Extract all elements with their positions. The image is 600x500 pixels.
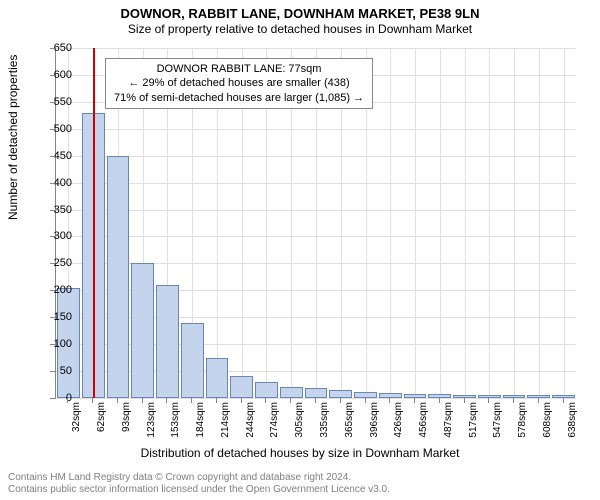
- y-tick-mark: [50, 263, 55, 264]
- y-tick-mark: [50, 210, 55, 211]
- y-tick-mark: [50, 183, 55, 184]
- y-tick-mark: [50, 344, 55, 345]
- histogram-bar: [527, 395, 550, 398]
- histogram-bar: [305, 388, 328, 398]
- histogram-bar: [329, 390, 352, 398]
- x-tick-label: 578sqm: [517, 402, 528, 438]
- x-tick-label: 244sqm: [245, 402, 256, 438]
- x-tick-mark: [92, 398, 93, 403]
- y-tick-mark: [50, 236, 55, 237]
- x-tick-mark: [67, 398, 68, 403]
- x-tick-mark: [414, 398, 415, 403]
- gridline-v: [539, 48, 540, 398]
- x-tick-label: 123sqm: [146, 402, 157, 438]
- gridline-v: [564, 48, 565, 398]
- gridline-v: [415, 48, 416, 398]
- x-tick-label: 153sqm: [170, 402, 181, 438]
- footer: Contains HM Land Registry data © Crown c…: [8, 472, 390, 496]
- histogram-bar: [107, 156, 130, 398]
- x-tick-label: 608sqm: [542, 402, 553, 438]
- histogram-bar: [428, 394, 451, 398]
- histogram-bar: [156, 285, 179, 398]
- annotation-line2: ← 29% of detached houses are smaller (43…: [114, 76, 364, 90]
- x-tick-mark: [265, 398, 266, 403]
- y-tick-mark: [50, 290, 55, 291]
- gridline-v: [514, 48, 515, 398]
- x-tick-label: 547sqm: [492, 402, 503, 438]
- x-tick-mark: [290, 398, 291, 403]
- x-tick-label: 335sqm: [319, 402, 330, 438]
- x-tick-mark: [142, 398, 143, 403]
- y-axis-label: Number of detached properties: [6, 55, 20, 220]
- histogram-bar: [255, 382, 278, 398]
- gridline-v: [489, 48, 490, 398]
- y-tick-mark: [50, 398, 55, 399]
- x-tick-mark: [488, 398, 489, 403]
- chart-container: DOWNOR, RABBIT LANE, DOWNHAM MARKET, PE3…: [0, 0, 600, 500]
- x-tick-mark: [340, 398, 341, 403]
- x-tick-mark: [563, 398, 564, 403]
- x-tick-mark: [439, 398, 440, 403]
- histogram-bar: [230, 376, 253, 398]
- gridline-v: [440, 48, 441, 398]
- y-tick-mark: [50, 371, 55, 372]
- annotation-line3: 71% of semi-detached houses are larger (…: [114, 91, 364, 105]
- x-tick-label: 93sqm: [121, 402, 132, 432]
- x-tick-mark: [464, 398, 465, 403]
- gridline-v: [390, 48, 391, 398]
- y-tick-mark: [50, 75, 55, 76]
- x-tick-label: 487sqm: [443, 402, 454, 438]
- x-tick-label: 517sqm: [468, 402, 479, 438]
- x-tick-label: 62sqm: [96, 402, 107, 432]
- chart-title: DOWNOR, RABBIT LANE, DOWNHAM MARKET, PE3…: [0, 0, 600, 21]
- y-tick-mark: [50, 156, 55, 157]
- histogram-bar: [354, 392, 377, 398]
- gridline-v: [465, 48, 466, 398]
- x-tick-label: 638sqm: [567, 402, 578, 438]
- x-tick-mark: [166, 398, 167, 403]
- x-tick-label: 274sqm: [269, 402, 280, 438]
- gridline-h: [56, 398, 576, 399]
- x-tick-mark: [117, 398, 118, 403]
- x-axis-label: Distribution of detached houses by size …: [0, 446, 600, 460]
- histogram-bar: [280, 387, 303, 398]
- y-tick-mark: [50, 317, 55, 318]
- reference-line: [93, 48, 95, 398]
- x-tick-label: 184sqm: [195, 402, 206, 438]
- histogram-bar: [181, 323, 204, 398]
- histogram-bar: [206, 358, 229, 398]
- x-tick-mark: [191, 398, 192, 403]
- y-tick-mark: [50, 102, 55, 103]
- x-tick-label: 396sqm: [369, 402, 380, 438]
- y-tick-mark: [50, 48, 55, 49]
- x-tick-mark: [365, 398, 366, 403]
- x-tick-mark: [389, 398, 390, 403]
- x-tick-label: 32sqm: [71, 402, 82, 432]
- x-tick-label: 456sqm: [418, 402, 429, 438]
- x-tick-mark: [538, 398, 539, 403]
- x-tick-mark: [513, 398, 514, 403]
- chart-subtitle: Size of property relative to detached ho…: [0, 21, 600, 36]
- x-tick-mark: [241, 398, 242, 403]
- x-tick-label: 305sqm: [294, 402, 305, 438]
- footer-line1: Contains HM Land Registry data © Crown c…: [8, 472, 390, 484]
- x-tick-label: 365sqm: [344, 402, 355, 438]
- x-tick-label: 214sqm: [220, 402, 231, 438]
- footer-line2: Contains public sector information licen…: [8, 484, 390, 496]
- y-tick-mark: [50, 129, 55, 130]
- x-tick-mark: [216, 398, 217, 403]
- x-tick-mark: [315, 398, 316, 403]
- histogram-bar: [131, 263, 154, 398]
- histogram-bar: [453, 395, 476, 398]
- annotation-line1: DOWNOR RABBIT LANE: 77sqm: [114, 62, 364, 76]
- annotation-box: DOWNOR RABBIT LANE: 77sqm ← 29% of detac…: [105, 58, 373, 109]
- x-tick-label: 426sqm: [393, 402, 404, 438]
- histogram-bar: [552, 395, 575, 398]
